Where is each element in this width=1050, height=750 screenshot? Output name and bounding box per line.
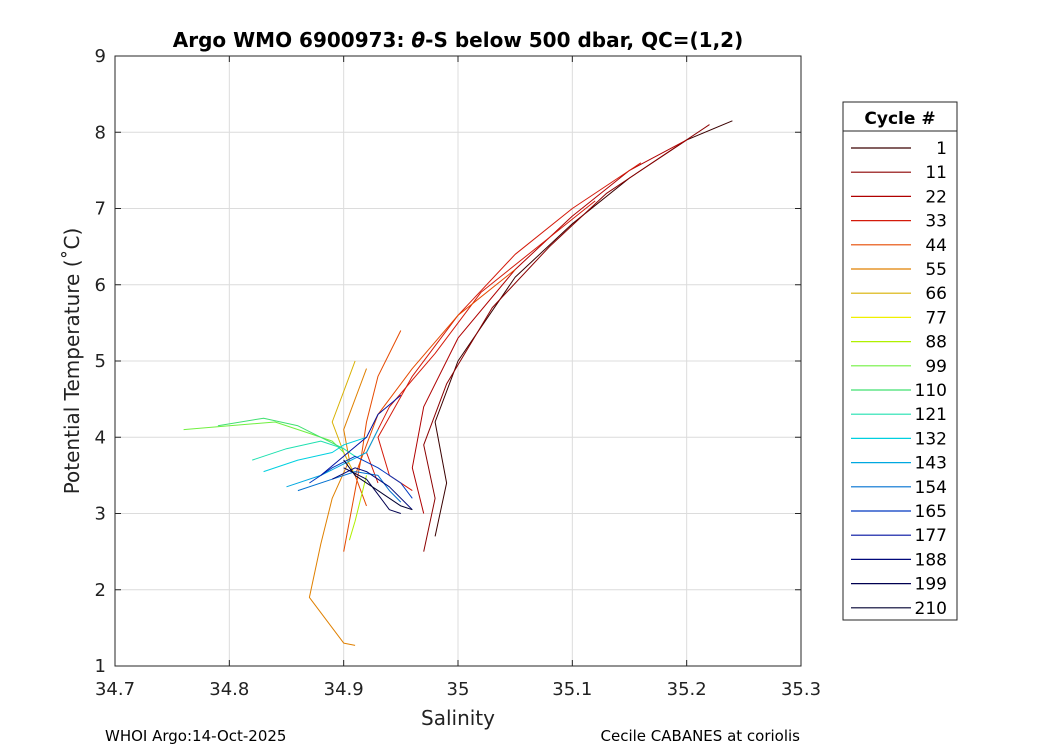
legend-entry: 33 — [851, 212, 947, 232]
legend-entry: 154 — [851, 478, 947, 498]
y-tick-label: 9 — [95, 46, 106, 67]
legend-entry: 143 — [851, 454, 947, 474]
legend-entry: 11 — [851, 163, 947, 183]
x-tick-label: 34.9 — [324, 679, 364, 700]
legend-label: 188 — [915, 550, 947, 570]
y-axis-label: Potential Temperature (˚C) — [60, 228, 84, 495]
y-tick-label: 7 — [95, 199, 106, 220]
legend-entry: 1 — [851, 139, 947, 159]
legend-entry: 44 — [851, 236, 947, 256]
legend-entry: 110 — [851, 381, 947, 401]
x-tick-label: 34.7 — [95, 679, 135, 700]
legend-entry: 177 — [851, 526, 947, 546]
svg-text:Argo WMO 6900973: θ-S below 50: Argo WMO 6900973: θ-S below 500 dbar, QC… — [173, 28, 743, 52]
profile-line — [348, 475, 367, 541]
legend-label: 143 — [915, 454, 947, 474]
legend-entry: 210 — [851, 599, 947, 619]
profile-line — [423, 124, 710, 552]
legend-entry: 88 — [851, 333, 947, 353]
legend-entry: 77 — [851, 308, 947, 328]
legend-label: 1 — [936, 139, 947, 159]
legend-entry: 188 — [851, 550, 947, 570]
legend-label: 132 — [915, 429, 947, 449]
profile-line — [217, 417, 344, 450]
legend-label: 199 — [915, 575, 947, 595]
profile-line — [308, 368, 367, 646]
x-tick-label: 35.2 — [667, 679, 707, 700]
legend-entries: 1112233445566778899110121132143154165177… — [851, 139, 947, 619]
y-tick-label: 2 — [95, 580, 106, 601]
profile-line — [183, 421, 345, 453]
footer-left: WHOI Argo:14-Oct-2025 — [105, 727, 286, 745]
x-tick-label: 34.8 — [209, 679, 249, 700]
profile-line — [343, 459, 413, 511]
title-prefix: Argo WMO 6900973: — [173, 28, 412, 52]
legend-label: 44 — [925, 236, 947, 256]
profile-line — [343, 330, 402, 552]
profile-line — [263, 436, 367, 473]
legend-label: 88 — [925, 333, 947, 353]
y-tick-label: 6 — [95, 275, 106, 296]
legend-entry: 165 — [851, 502, 947, 522]
title-suffix: -S below 500 dbar, QC=(1,2) — [425, 28, 743, 52]
legend-label: 11 — [925, 163, 947, 183]
plot-area: 34.7 34.8 34.9 35 35.1 35.2 35.3 1 2 3 4 5 6 7 8 9 — [95, 46, 821, 700]
legend-label: 165 — [915, 502, 947, 522]
footer-right: Cecile CABANES at coriolis — [601, 727, 801, 745]
legend-entry: 22 — [851, 187, 947, 207]
profile-line — [252, 440, 356, 461]
profile-line — [309, 455, 413, 499]
figure-title: Argo WMO 6900973: θ-S below 500 dbar, QC… — [173, 28, 743, 52]
legend-entry: 121 — [851, 405, 947, 425]
legend-label: 210 — [915, 599, 947, 619]
x-tick-label: 35.1 — [552, 679, 592, 700]
legend-label: 121 — [915, 405, 947, 425]
y-tick-label: 8 — [95, 122, 106, 143]
legend-label: 22 — [925, 187, 947, 207]
legend-label: 77 — [925, 308, 947, 328]
profile-line — [297, 471, 402, 503]
legend-label: 33 — [925, 212, 947, 232]
legend-title: Cycle # — [864, 109, 935, 129]
y-tick-label: 3 — [95, 504, 106, 525]
legend-entry: 132 — [851, 429, 947, 449]
legend-label: 177 — [915, 526, 947, 546]
profile-line — [411, 139, 687, 514]
x-tick-label: 35.3 — [781, 679, 821, 700]
series-layer — [183, 120, 733, 646]
legend: Cycle # 11122334455667788991101211321431… — [842, 101, 958, 621]
title-theta: θ — [411, 28, 425, 52]
profile-line — [286, 429, 379, 488]
legend-entry: 99 — [851, 357, 947, 377]
legend-entry: 55 — [851, 260, 947, 280]
legend-box — [842, 101, 958, 621]
legend-label: 66 — [925, 284, 947, 304]
profile-line — [343, 467, 401, 514]
legend-label: 55 — [925, 260, 947, 280]
axis-ticks: 34.7 34.8 34.9 35 35.1 35.2 35.3 1 2 3 4 5 6 7 8 9 — [95, 46, 821, 700]
profile-line — [377, 162, 642, 492]
legend-entry: 199 — [851, 575, 947, 595]
y-tick-label: 5 — [95, 351, 106, 372]
legend-entry: 66 — [851, 284, 947, 304]
y-tick-label: 4 — [95, 427, 106, 448]
legend-label: 110 — [915, 381, 947, 401]
legend-label: 99 — [925, 357, 947, 377]
profile-line — [320, 394, 402, 476]
x-axis-label: Salinity — [421, 706, 495, 730]
x-tick-label: 35 — [447, 679, 470, 700]
legend-label: 154 — [915, 478, 947, 498]
profile-line — [331, 467, 413, 511]
y-tick-label: 1 — [95, 656, 106, 677]
